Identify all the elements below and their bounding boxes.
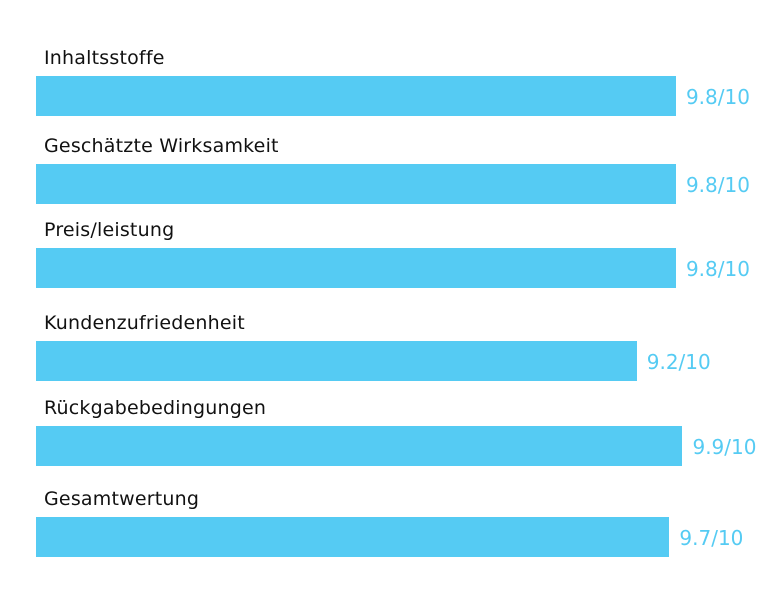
rating-bar [36,76,676,116]
value-label: 9.8/10 [685,85,750,109]
rating-bar [36,248,676,288]
rating-bar [36,164,676,204]
rating-bar [36,341,637,381]
category-label: Inhaltsstoffe [44,47,165,69]
rating-bar [36,426,683,466]
value-label: 9.8/10 [685,257,750,281]
category-label: Gesamtwertung [44,488,200,510]
rating-bar [36,517,670,557]
value-label: 9.8/10 [685,173,750,197]
value-label: 9.2/10 [646,350,711,374]
value-label: 9.9/10 [692,435,757,459]
category-label: Preis/leistung [44,219,175,241]
value-label: 9.7/10 [679,526,744,550]
category-label: Geschätzte Wirksamkeit [44,135,279,157]
category-label: Kundenzufriedenheit [44,312,245,334]
category-label: Rückgabebedingungen [44,397,267,419]
